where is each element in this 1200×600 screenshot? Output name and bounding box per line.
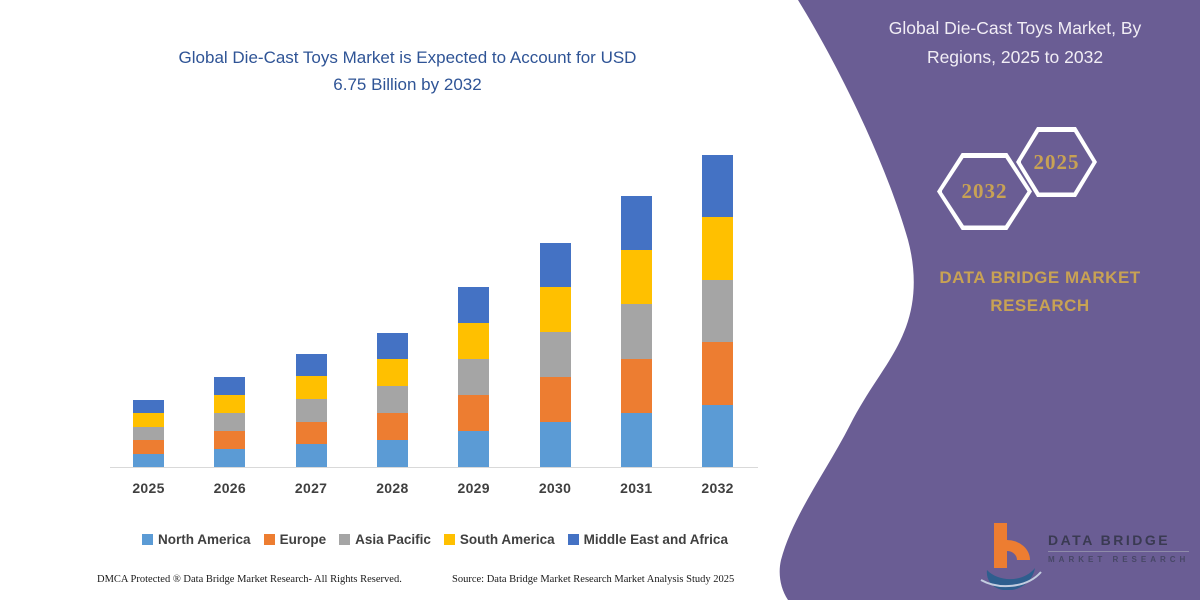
side-panel-title: Global Die-Cast Toys Market, By Regions,… [850, 14, 1180, 72]
source-text: Source: Data Bridge Market Research Mark… [452, 574, 735, 585]
bar-segment-north-america [539, 422, 571, 467]
bar-segment-middle-east-and-africa [620, 196, 652, 251]
legend-item-middle-east-and-africa: Middle East and Africa [567, 532, 728, 547]
data-bridge-logo-icon [980, 523, 1042, 590]
legend-marker-icon [567, 534, 579, 545]
side-panel-fill [779, 0, 1200, 600]
side-panel-title-line-1: Global Die-Cast Toys Market, By [888, 18, 1142, 38]
brand-wordmark: DATA BRIDGE MARKET RESEARCH [910, 264, 1170, 320]
bar-segment-asia-pacific [133, 426, 164, 441]
logo-title: DATA BRIDGE [1048, 532, 1190, 552]
x-axis-label-2026: 2026 [213, 480, 246, 496]
bar-segment-middle-east-and-africa [458, 286, 490, 323]
x-axis-label-2031: 2031 [620, 480, 653, 496]
bar-segment-south-america [539, 287, 571, 333]
legend-label: Asia Pacific [355, 532, 431, 547]
bar-segment-asia-pacific [620, 304, 652, 359]
bar-segment-south-america [458, 322, 490, 359]
bar-segment-middle-east-and-africa [295, 353, 327, 377]
legend-label: Middle East and Africa [583, 532, 728, 547]
stacked-bar-2031 [620, 196, 652, 467]
legend-item-europe: Europe [263, 532, 327, 547]
bar-chart: 2025 2026 2027 2028 2029 2030 2031 2032 [110, 140, 758, 496]
hexagon-2032-inner: 2032 [941, 157, 1028, 226]
stacked-bar-2026 [214, 376, 246, 467]
bar-segment-europe [214, 430, 246, 449]
chart-title: Global Die-Cast Toys Market is Expected … [120, 44, 695, 98]
legend-label: North America [158, 532, 251, 547]
legend-marker-icon [443, 534, 455, 545]
brand-wordmark-line-1: DATA BRIDGE MARKET [939, 268, 1141, 287]
stacked-bar-2030 [539, 242, 571, 467]
bar-segment-asia-pacific [702, 279, 734, 342]
bar-segment-asia-pacific [376, 386, 408, 414]
hexagon-2025-label: 2025 [1033, 149, 1080, 174]
data-bridge-logo: DATA BRIDGE MARKET RESEARCH [980, 520, 1190, 590]
bar-segment-north-america [702, 404, 734, 467]
stacked-bar-2029 [458, 286, 490, 467]
x-axis-label-2028: 2028 [376, 480, 409, 496]
bar-segment-south-america [214, 394, 246, 413]
x-axis-label-2025: 2025 [132, 480, 165, 496]
legend-marker-icon [142, 534, 154, 545]
bar-segment-middle-east-and-africa [133, 400, 164, 414]
x-axis-label-2027: 2027 [294, 480, 328, 496]
stacked-bar-2027 [295, 353, 327, 467]
copyright-text: DMCA Protected ® Data Bridge Market Rese… [97, 574, 402, 585]
legend-item-south-america: South America [443, 532, 555, 547]
bar-segment-south-america [702, 217, 734, 280]
bar-segment-asia-pacific [295, 398, 327, 422]
bar-segment-north-america [458, 430, 490, 467]
chart-legend: North America Europe Asia Pacific South Ame… [100, 532, 770, 547]
bar-segment-europe [702, 342, 734, 405]
x-axis-label-2029: 2029 [457, 480, 490, 496]
hexagon-2032-label: 2032 [961, 179, 1008, 203]
legend-marker-icon [263, 534, 275, 545]
bar-segment-europe [133, 440, 164, 454]
bar-segment-middle-east-and-africa [214, 376, 246, 395]
bar-segment-middle-east-and-africa [539, 242, 571, 288]
bar-segment-asia-pacific [458, 358, 490, 395]
bar-segment-europe [620, 358, 652, 413]
bar-segment-south-america [133, 413, 164, 427]
logo-subtitle: MARKET RESEARCH [1048, 555, 1190, 564]
bar-segment-south-america [620, 250, 652, 305]
logo-text: DATA BRIDGE MARKET RESEARCH [1048, 532, 1190, 564]
side-panel-title-line-2: Regions, 2025 to 2032 [926, 47, 1104, 67]
bar-segment-asia-pacific [214, 412, 246, 431]
legend-marker-icon [339, 534, 351, 545]
bar-segment-north-america [620, 412, 652, 467]
bar-segment-europe [376, 413, 408, 441]
bar-segment-north-america [214, 448, 246, 467]
bar-segment-asia-pacific [539, 332, 571, 378]
bar-segment-europe [295, 421, 327, 445]
chart-title-line-2: 6.75 Billion by 2032 [333, 75, 482, 94]
brand-wordmark-line-2: RESEARCH [990, 296, 1090, 315]
bar-segment-north-america [376, 440, 408, 467]
hexagon-2025-inner: 2025 [1020, 131, 1093, 193]
stacked-bar-2028 [376, 332, 408, 467]
bar-segment-middle-east-and-africa [376, 332, 408, 360]
bar-segment-south-america [295, 376, 327, 399]
legend-item-asia-pacific: Asia Pacific [339, 532, 431, 547]
x-axis-label-2030: 2030 [538, 480, 572, 496]
bar-segment-south-america [376, 359, 408, 387]
x-axis-label-2032: 2032 [701, 480, 734, 496]
stacked-bar-2032 [702, 154, 734, 467]
chart-title-line-1: Global Die-Cast Toys Market is Expected … [178, 48, 637, 67]
legend-item-north-america: North America [142, 532, 251, 547]
bar-segment-north-america [295, 444, 327, 467]
legend-label: South America [459, 532, 555, 547]
bar-segment-middle-east-and-africa [702, 154, 734, 217]
stacked-bar-2025 [133, 400, 164, 467]
bar-segment-europe [539, 377, 571, 423]
bar-segment-north-america [133, 453, 164, 467]
bar-segment-europe [458, 394, 490, 431]
legend-label: Europe [279, 532, 327, 547]
